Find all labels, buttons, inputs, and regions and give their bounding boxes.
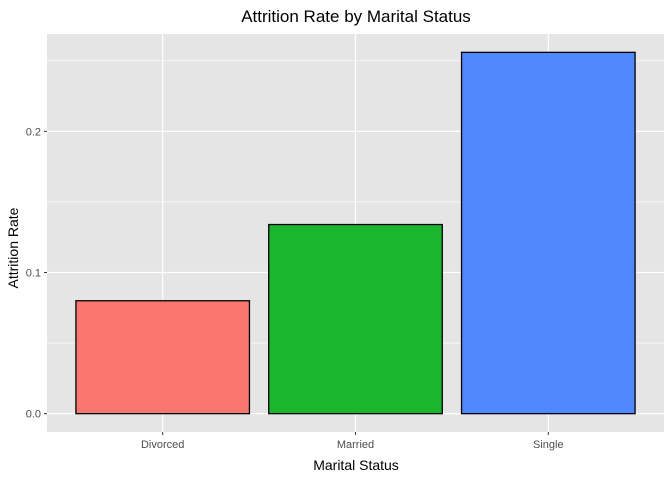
bars <box>75 51 636 415</box>
bar-single <box>460 51 636 415</box>
x-axis-title: Marital Status <box>313 457 399 473</box>
x-axis-ticks: Divorced Married Single <box>141 432 564 451</box>
x-tick-label-1: Married <box>337 439 374 451</box>
y-axis-ticks: 0.0 0.1 0.2 <box>26 126 47 421</box>
y-tick-label-2: 0.2 <box>26 126 41 138</box>
y-axis-title: Attrition Rate <box>5 207 21 288</box>
x-tick-label-0: Divorced <box>141 439 184 451</box>
y-tick-label-0: 0.0 <box>26 409 41 421</box>
bar-married <box>268 223 443 415</box>
y-tick-label-1: 0.1 <box>26 268 41 280</box>
x-tick-label-2: Single <box>533 439 564 451</box>
bar-divorced <box>75 300 251 415</box>
chart-title: Attrition Rate by Marital Status <box>241 7 471 26</box>
